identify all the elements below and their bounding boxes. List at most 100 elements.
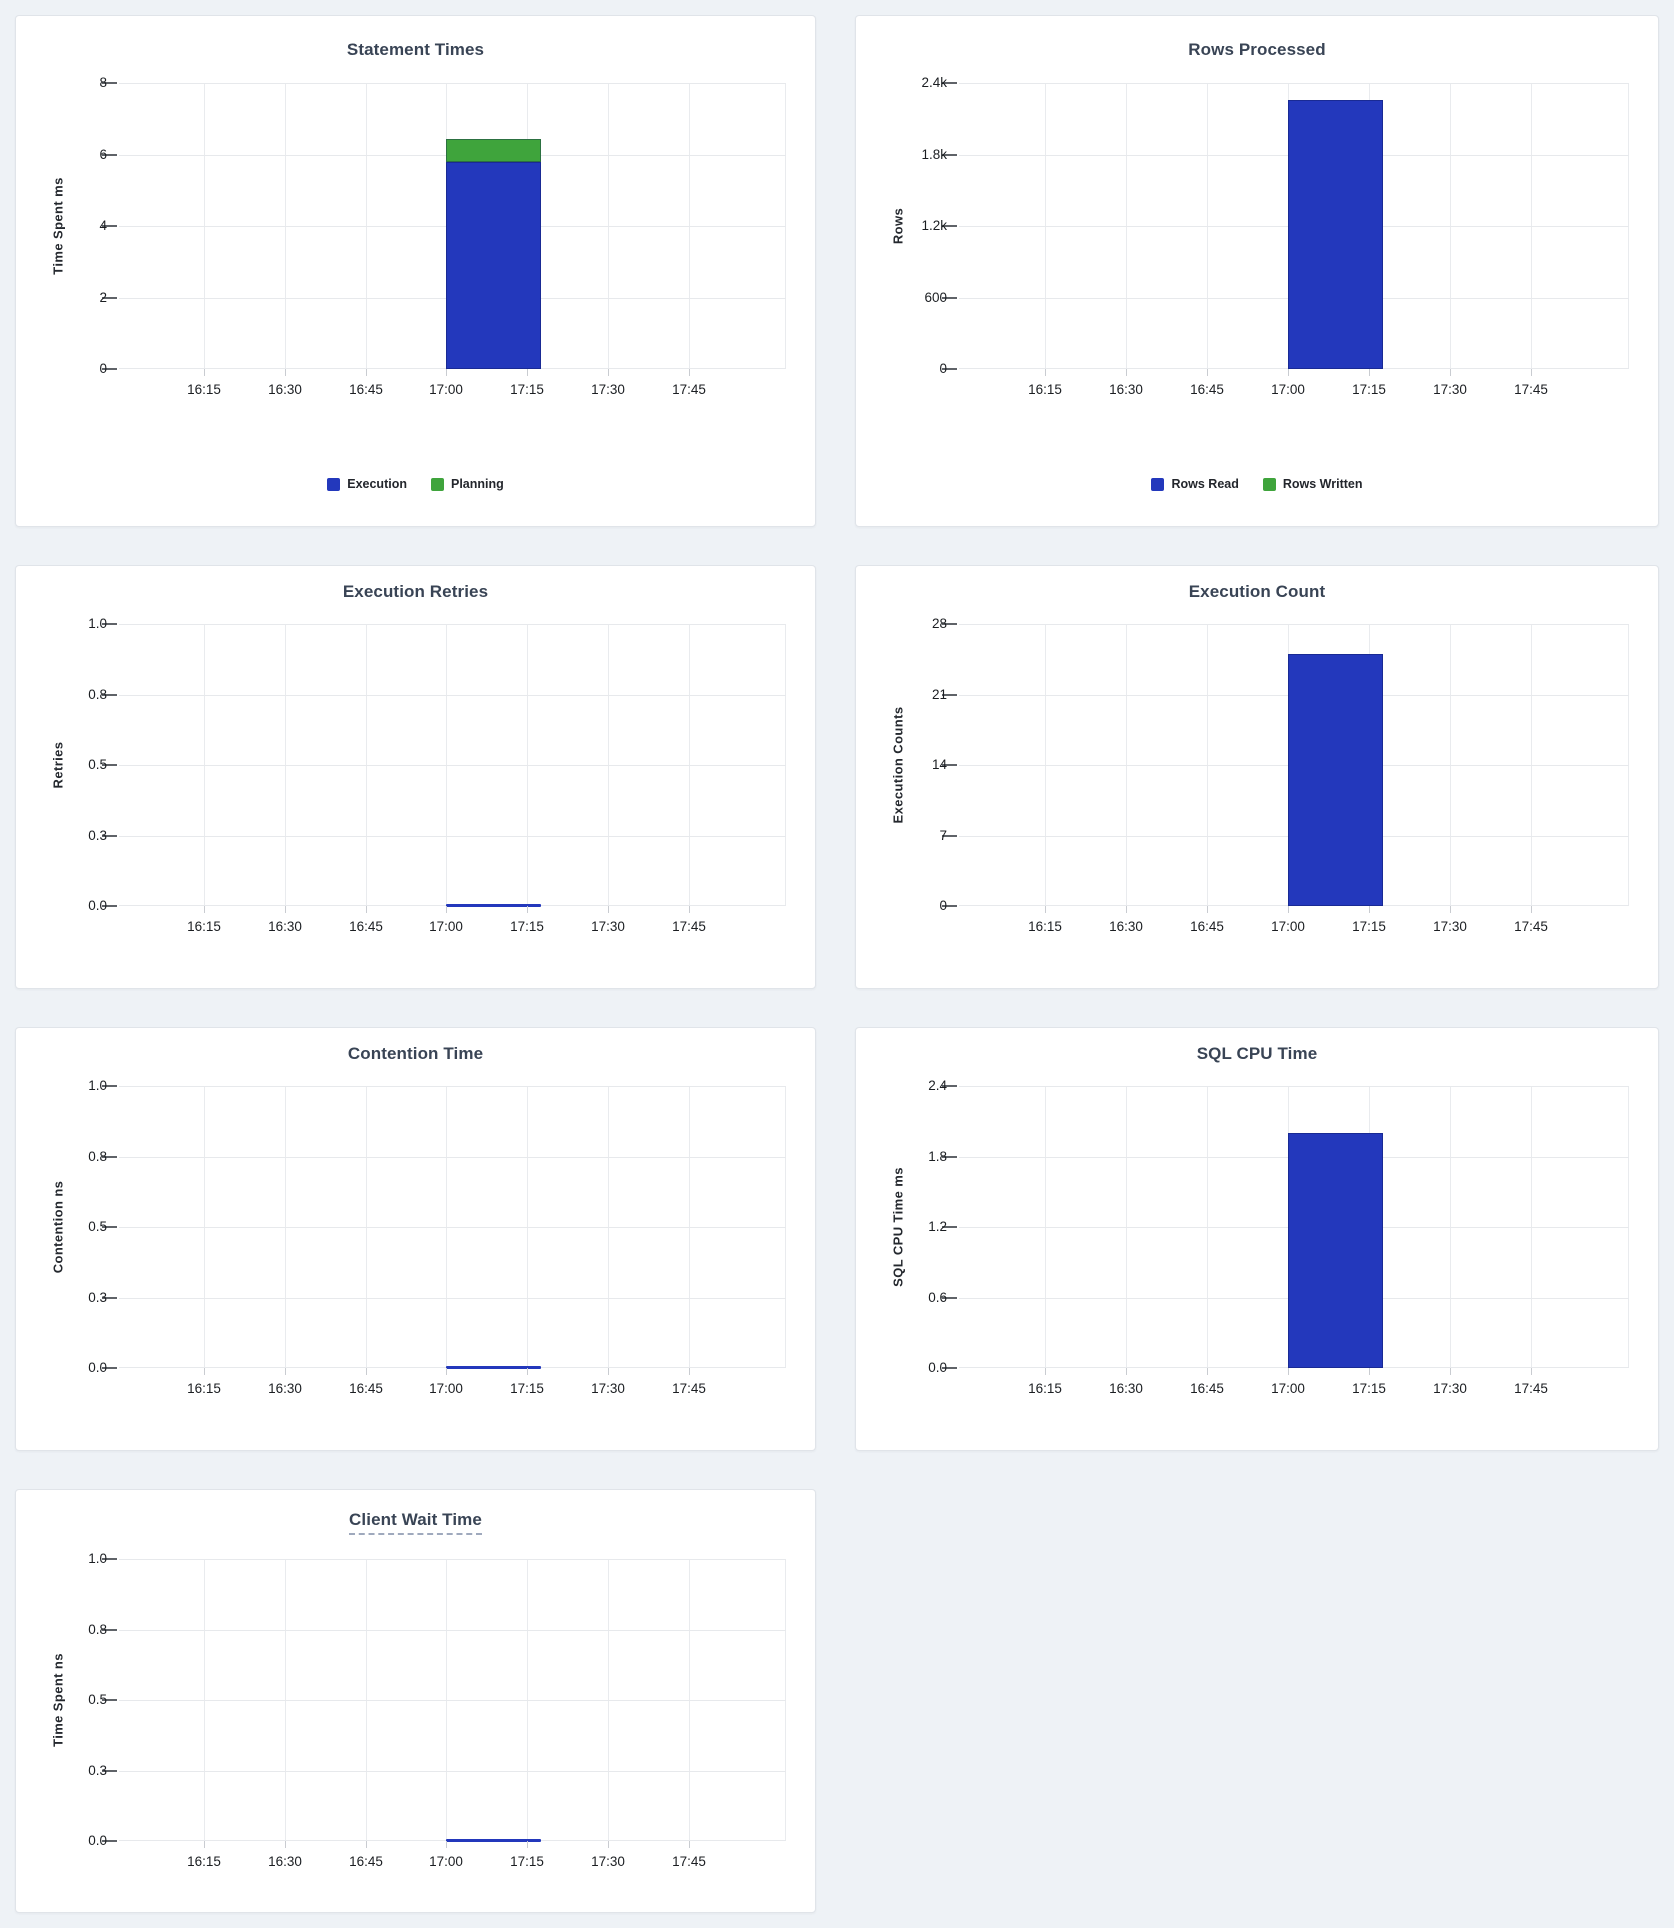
x-tick-label: 17:00 <box>429 1381 463 1396</box>
x-tick-label: 17:45 <box>1514 919 1548 934</box>
y-tick-mark <box>942 82 957 84</box>
y-tick-label: 0 <box>939 898 947 913</box>
x-tick-mark <box>1531 1368 1532 1375</box>
y-tick-label: 14 <box>931 757 947 772</box>
y-tick-mark <box>102 1226 117 1228</box>
chart-legend: Execution Planning <box>16 477 815 491</box>
x-tick-mark <box>1369 906 1370 913</box>
x-tick-mark <box>1369 1368 1370 1375</box>
legend-label: Execution <box>347 477 407 491</box>
y-tick-label: 0.3 <box>88 828 107 843</box>
y-tick-mark <box>102 1840 117 1842</box>
x-tick-label: 17:30 <box>591 919 625 934</box>
x-tick-mark <box>446 1368 447 1375</box>
x-tick-mark <box>285 1841 286 1848</box>
y-tick-mark <box>102 297 117 299</box>
chart-panel-execution-retries: Execution Retries Retries 16:15 16:30 16:45 1… <box>15 565 816 989</box>
x-tick-label: 17:00 <box>429 1854 463 1869</box>
plot-area[interactable] <box>119 1086 786 1369</box>
gridline-horizontal <box>119 1227 786 1228</box>
chart-panel-sql-cpu-time: SQL CPU Time SQL CPU Time ms 16:15 16:30 16:… <box>855 1027 1659 1451</box>
plot-area[interactable] <box>959 1086 1629 1368</box>
x-tick-mark <box>204 1368 205 1375</box>
legend-item-rows-written[interactable]: Rows Written <box>1262 477 1363 491</box>
y-tick-label: 0.3 <box>88 1763 107 1778</box>
chart-panel-statement-times: Statement Times Time Spent ms 16:15 16:30 16… <box>15 15 816 527</box>
x-tick-label: 17:30 <box>1433 919 1467 934</box>
legend-item-rows-read[interactable]: Rows Read <box>1151 477 1239 491</box>
legend-item-planning[interactable]: Planning <box>430 477 504 491</box>
x-tick-mark <box>204 906 205 913</box>
chart-title: Execution Retries <box>342 582 489 601</box>
x-tick-label: 17:15 <box>1352 382 1386 397</box>
x-tick-mark <box>1288 369 1289 376</box>
x-tick-label: 17:45 <box>672 919 706 934</box>
x-tick-mark <box>366 1841 367 1848</box>
chart-panel-rows-processed: Rows Processed Rows 16:15 16:30 16:45 17:00 17… <box>855 15 1659 527</box>
legend-label: Planning <box>450 477 504 491</box>
x-tick-mark <box>608 906 609 913</box>
y-tick-label: 4 <box>99 218 107 233</box>
legend-swatch-planning <box>430 477 444 491</box>
y-tick-label: 0.8 <box>88 1622 107 1637</box>
x-tick-mark <box>1045 369 1046 376</box>
plot-area[interactable] <box>119 83 786 369</box>
x-tick-label: 17:45 <box>1514 382 1548 397</box>
y-tick-label: 0.5 <box>88 1219 107 1234</box>
plot-area[interactable] <box>119 1559 786 1842</box>
x-tick-label: 17:15 <box>1352 1381 1386 1396</box>
gridline-horizontal <box>959 83 1629 84</box>
x-tick-label: 16:45 <box>1190 382 1224 397</box>
y-tick-mark <box>942 1297 957 1299</box>
y-tick-mark <box>102 835 117 837</box>
x-tick-label: 17:30 <box>1433 1381 1467 1396</box>
y-tick-label: 6 <box>99 147 107 162</box>
x-tick-label: 17:30 <box>591 382 625 397</box>
y-tick-mark <box>102 368 117 370</box>
x-tick-mark <box>689 1368 690 1375</box>
x-tick-mark <box>204 369 205 376</box>
y-tick-label: 0 <box>939 361 947 376</box>
legend-item-execution[interactable]: Execution <box>327 477 407 491</box>
x-tick-mark <box>366 369 367 376</box>
x-tick-label: 16:15 <box>1028 1381 1062 1396</box>
y-tick-mark <box>942 694 957 696</box>
chart-title-row: Contention Time <box>16 1044 815 1064</box>
y-tick-mark <box>942 297 957 299</box>
y-tick-mark <box>942 1156 957 1158</box>
y-tick-label: 21 <box>931 687 947 702</box>
x-tick-label: 17:30 <box>591 1381 625 1396</box>
chart-title: Contention Time <box>347 1044 484 1063</box>
y-tick-mark <box>102 694 117 696</box>
plot-area[interactable] <box>959 624 1629 906</box>
plot-area[interactable] <box>119 624 786 907</box>
x-tick-mark <box>1288 906 1289 913</box>
y-tick-mark <box>102 905 117 907</box>
plot-area[interactable] <box>959 83 1629 369</box>
x-tick-label: 16:30 <box>268 1854 302 1869</box>
chart-title: Execution Count <box>1188 582 1326 601</box>
y-tick-label: 0.5 <box>88 757 107 772</box>
x-tick-mark <box>527 906 528 913</box>
x-tick-label: 17:00 <box>429 382 463 397</box>
x-tick-label: 16:30 <box>1109 919 1143 934</box>
gridline-horizontal <box>119 1771 786 1772</box>
x-tick-label: 16:15 <box>1028 919 1062 934</box>
y-tick-mark <box>102 1156 117 1158</box>
y-tick-mark <box>102 1297 117 1299</box>
bar-rows-read <box>1288 100 1383 369</box>
x-tick-label: 16:45 <box>349 1854 383 1869</box>
x-tick-mark <box>689 1841 690 1848</box>
y-tick-label: 7 <box>939 828 947 843</box>
y-tick-label: 1.8k <box>921 147 947 162</box>
x-tick-mark <box>1531 906 1532 913</box>
x-tick-mark <box>285 369 286 376</box>
x-tick-mark <box>1450 369 1451 376</box>
chart-title: Rows Processed <box>1188 40 1326 59</box>
chart-title[interactable]: Client Wait Time <box>349 1510 482 1535</box>
y-tick-label: 2 <box>99 290 107 305</box>
x-tick-label: 16:45 <box>349 919 383 934</box>
x-tick-label: 17:15 <box>1352 919 1386 934</box>
y-tick-mark <box>942 905 957 907</box>
